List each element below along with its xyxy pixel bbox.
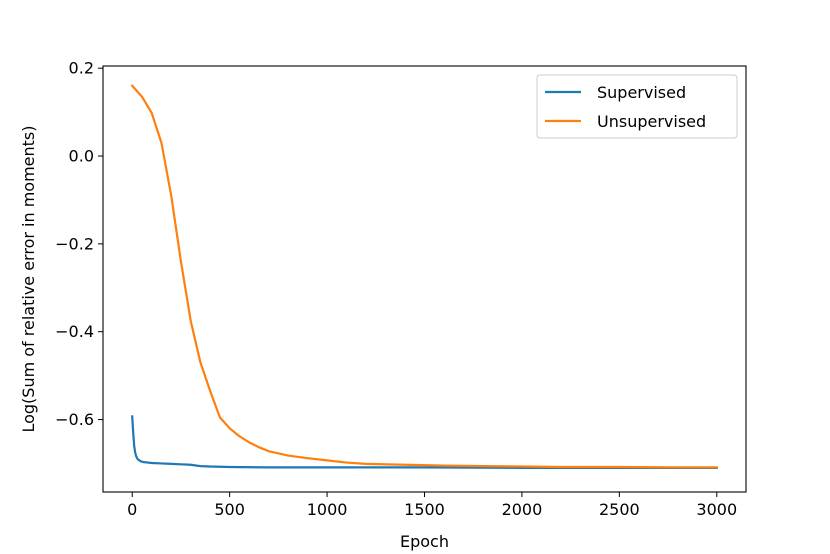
- series-layer: [130, 84, 718, 469]
- x-tick-label: 1000: [307, 500, 348, 519]
- y-tick-label: 0.2: [69, 59, 94, 78]
- legend-box: [536, 74, 738, 139]
- series-line-unsupervised: [130, 84, 718, 469]
- x-axis-label: Epoch: [400, 532, 449, 551]
- x-tick-label: 3000: [696, 500, 737, 519]
- series-line-supervised: [131, 415, 718, 469]
- x-tick-label: 500: [214, 500, 245, 519]
- y-axis-label: Log(Sum of relative error in moments): [19, 125, 38, 432]
- legend-entry-label: Supervised: [597, 83, 686, 102]
- y-tick-label: 0.0: [69, 147, 94, 166]
- y-axis: 0.2 0.0 −0.2 −0.4 −0.6: [55, 59, 103, 429]
- x-tick-label: 2500: [599, 500, 640, 519]
- x-tick-label: 2000: [502, 500, 543, 519]
- y-tick-label: −0.2: [55, 234, 94, 253]
- y-tick-label: −0.4: [55, 322, 94, 341]
- legend: Supervised Unsupervised: [536, 74, 738, 139]
- x-axis: 0 500 1000 1500 2000 2500 3000: [127, 492, 737, 519]
- legend-entry-label: Unsupervised: [597, 112, 706, 131]
- y-tick-label: −0.6: [55, 410, 94, 429]
- x-tick-label: 1500: [404, 500, 445, 519]
- x-tick-label: 0: [127, 500, 137, 519]
